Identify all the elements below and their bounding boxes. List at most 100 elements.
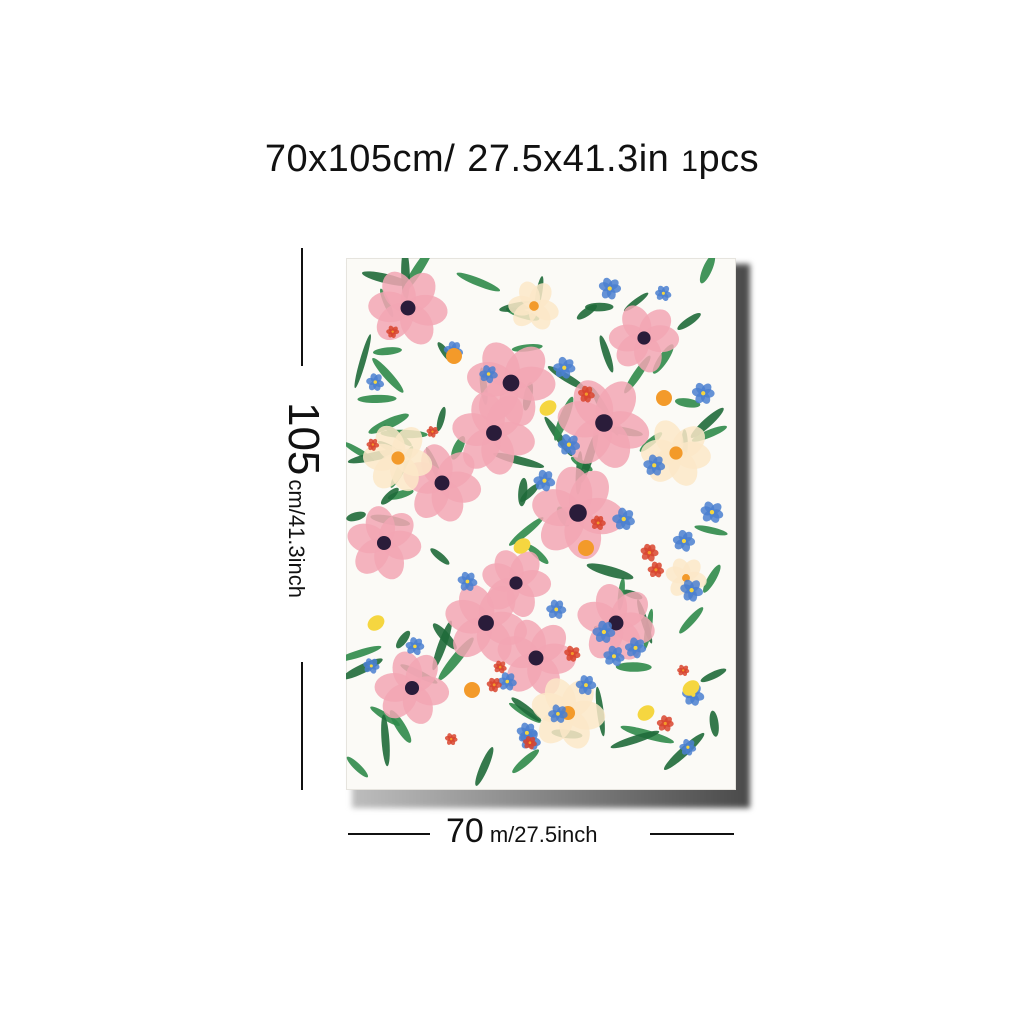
blue-flower-center <box>701 391 706 396</box>
height-value: 105 <box>279 401 328 476</box>
pink-anemone-center <box>376 535 392 551</box>
leaf <box>520 483 540 503</box>
blue-flower-center <box>652 463 657 468</box>
height-unit: cm/41.3inch <box>284 479 309 599</box>
orange-fruit <box>464 682 480 698</box>
quantity-unit: pcs <box>698 138 760 180</box>
leaf <box>380 487 399 505</box>
pink-anemone-center <box>608 615 624 631</box>
blue-flower-center <box>611 654 617 659</box>
pink-anemone-center <box>528 650 544 666</box>
blue-flower-center <box>554 607 559 612</box>
lemon-fruit <box>513 538 531 554</box>
leaf <box>354 334 371 389</box>
leaf <box>508 517 544 546</box>
blue-flower-center <box>689 588 694 593</box>
pink-anemone-center <box>502 374 520 392</box>
blue-flower-center <box>556 712 560 716</box>
leaf <box>396 630 411 649</box>
width-dimension-line-left <box>348 833 430 835</box>
cream-flower-center <box>669 446 683 460</box>
red-flower-center <box>498 665 502 669</box>
red-flower-center <box>528 741 532 745</box>
leaf <box>599 335 614 373</box>
red-flower-center <box>654 568 658 572</box>
height-dimension-label: 105 cm/41.3inch <box>278 402 328 598</box>
blue-flower-center <box>681 538 687 544</box>
blue-flower-center <box>413 644 417 649</box>
pink-anemone-center <box>478 615 494 631</box>
red-flower-center <box>663 721 667 726</box>
blue-flower-center <box>607 286 612 291</box>
red-flower-center <box>682 669 685 672</box>
blue-flower-center <box>601 629 607 635</box>
blue-flower-center <box>584 683 588 688</box>
red-flower-center <box>584 392 588 396</box>
width-dimension-line-right <box>650 833 734 835</box>
leaf <box>526 544 549 564</box>
leaf <box>436 406 446 432</box>
leaf <box>381 714 390 767</box>
pink-anemone-center <box>595 414 613 432</box>
red-flower-center <box>371 443 375 446</box>
lemon-fruit <box>367 615 385 631</box>
red-flower-center <box>570 651 574 656</box>
pink-anemone-center <box>400 300 416 316</box>
leaf <box>432 623 457 650</box>
pink-anemone-center <box>637 331 651 345</box>
size-title: 70x105cm/27.5x41.3in 1pcs <box>0 138 1024 181</box>
blue-flower-center <box>505 679 510 684</box>
width-dimension-label: 70 m/27.5inch <box>446 812 597 851</box>
leaf <box>430 548 450 565</box>
orange-fruit <box>578 540 594 556</box>
leaf <box>346 645 382 662</box>
red-flower-center <box>391 330 394 333</box>
pink-anemone-center <box>404 680 420 696</box>
leaf <box>679 607 704 634</box>
leaf <box>703 564 721 593</box>
cream-flower-center <box>529 301 539 311</box>
pink-anemone-center <box>509 576 523 590</box>
leaf <box>475 747 494 786</box>
pink-anemone-center <box>434 475 450 491</box>
blue-flower-center <box>566 442 572 447</box>
leaf <box>709 710 719 737</box>
blue-flower-center <box>373 380 377 384</box>
width-unit: m/27.5inch <box>489 822 598 847</box>
leaf <box>511 697 542 722</box>
height-dimension-line-bottom <box>301 662 303 790</box>
red-flower-center <box>492 683 496 687</box>
leaf <box>699 258 716 284</box>
red-flower-center <box>647 550 652 555</box>
cream-flower-center <box>391 451 405 465</box>
orange-fruit <box>446 348 462 364</box>
leaf <box>372 357 404 393</box>
red-flower-center <box>431 430 434 433</box>
width-value: 70 <box>446 812 484 850</box>
leaf <box>610 730 660 749</box>
blue-flower-center <box>709 509 715 515</box>
leaf <box>576 304 597 320</box>
blue-flower-center <box>486 372 491 376</box>
size-cm: 70x105cm/ <box>264 138 456 180</box>
leaf <box>368 413 409 434</box>
leaf <box>346 756 369 778</box>
canvas-artwork <box>346 258 736 790</box>
blue-flower-center <box>369 664 373 668</box>
leaf <box>677 312 701 330</box>
leaf <box>694 525 728 536</box>
leaf <box>615 662 652 672</box>
lemon-fruit <box>682 680 700 696</box>
lemon-fruit <box>539 400 557 416</box>
size-in: 27.5x41.3in <box>467 138 670 180</box>
floral-painting <box>346 258 728 786</box>
blue-flower-center <box>465 579 470 584</box>
leaf <box>357 394 397 404</box>
blue-flower-center <box>686 745 690 749</box>
leaf <box>389 710 412 743</box>
red-flower-center <box>596 521 600 525</box>
leaf <box>373 347 402 356</box>
blue-flower-center <box>621 516 626 522</box>
quantity-number: 1 <box>681 145 699 178</box>
blue-flower-center <box>562 365 567 370</box>
